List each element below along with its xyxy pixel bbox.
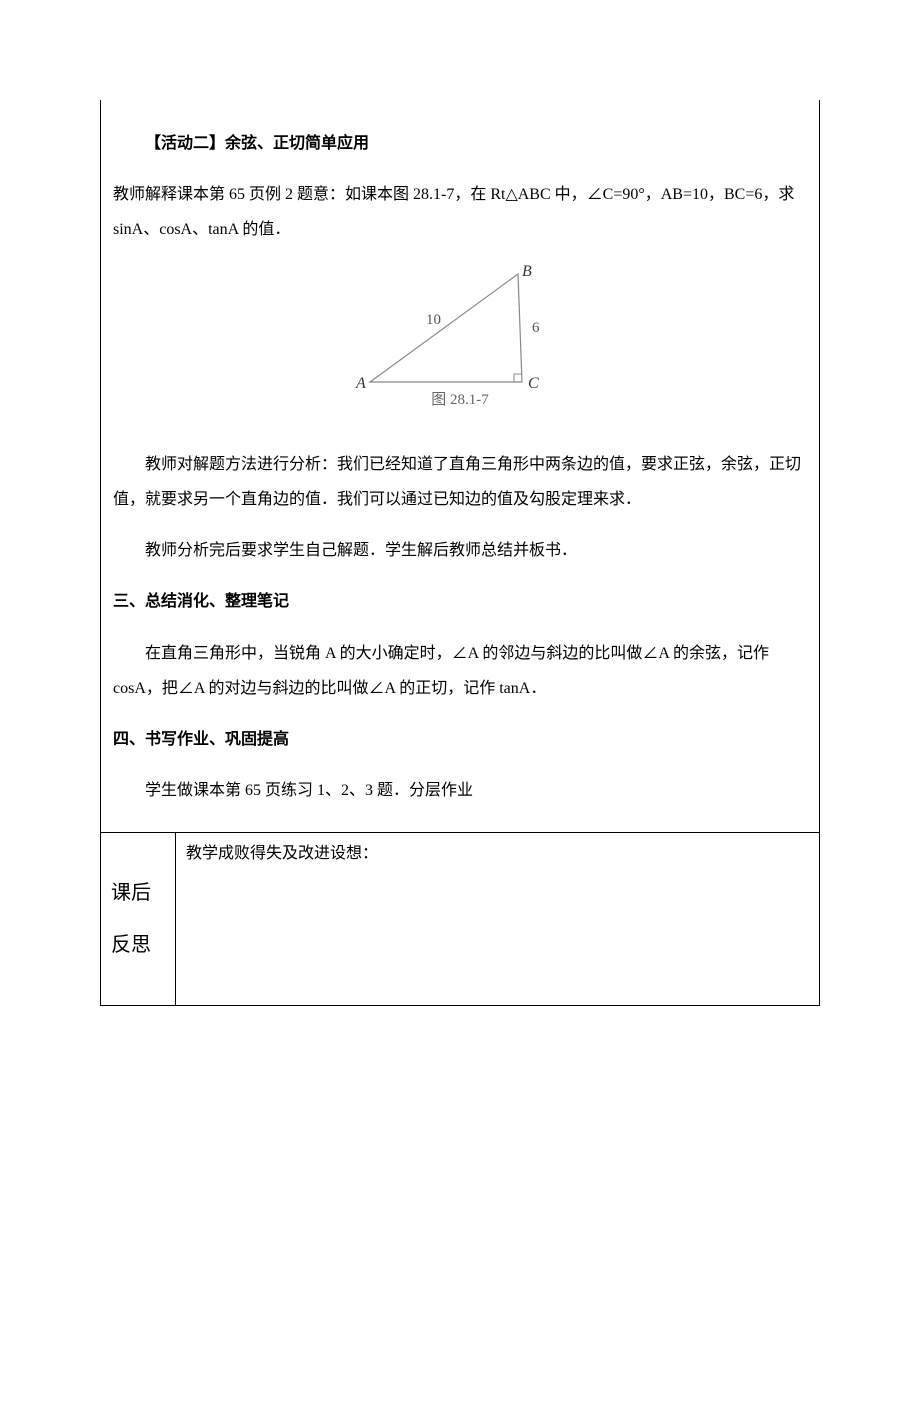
activity2-problem-text: 教师解释课本第 65 页例 2 题意：如课本图 28.1-7，在 Rt△ABC … xyxy=(113,186,794,238)
reflection-left-cell: 课后 反思 xyxy=(101,833,176,1006)
section3-heading: 三、总结消化、整理笔记 xyxy=(113,584,807,619)
analysis-p2-text: 教师分析完后要求学生自己解题．学生解后教师总结并板书． xyxy=(145,542,577,559)
figure-caption: 图 28.1-7 xyxy=(431,391,489,408)
section4-p1-text: 学生做课本第 65 页练习 1、2、3 题．分层作业 xyxy=(145,782,473,799)
section4-heading: 四、书写作业、巩固提高 xyxy=(113,722,807,757)
side-label-ab: 10 xyxy=(426,312,441,328)
right-angle-marker xyxy=(514,374,522,382)
vertex-label-a: A xyxy=(355,375,366,392)
document-frame: 【活动二】余弦、正切简单应用 教师解释课本第 65 页例 2 题意：如课本图 2… xyxy=(100,100,820,1006)
vertex-label-c: C xyxy=(528,375,539,392)
triangle-svg: A B C 10 6 图 28.1-7 xyxy=(350,264,570,414)
analysis-p2: 教师分析完后要求学生自己解题．学生解后教师总结并板书． xyxy=(113,533,807,568)
activity2-problem: 教师解释课本第 65 页例 2 题意：如课本图 28.1-7，在 Rt△ABC … xyxy=(113,177,807,247)
analysis-p1-text: 教师对解题方法进行分析：我们已经知道了直角三角形中两条边的值，要求正弦，余弦，正… xyxy=(113,456,801,508)
analysis-p1: 教师对解题方法进行分析：我们已经知道了直角三角形中两条边的值，要求正弦，余弦，正… xyxy=(113,447,807,517)
section3-p1: 在直角三角形中，当锐角 A 的大小确定时，∠A 的邻边与斜边的比叫做∠A 的余弦… xyxy=(113,636,807,706)
triangle-shape xyxy=(370,274,522,382)
side-label-bc: 6 xyxy=(532,320,540,336)
reflection-left-line2: 反思 xyxy=(111,919,165,971)
activity2-heading: 【活动二】余弦、正切简单应用 xyxy=(113,126,807,161)
main-content: 【活动二】余弦、正切简单应用 教师解释课本第 65 页例 2 题意：如课本图 2… xyxy=(101,100,819,832)
reflection-right-text: 教学成败得失及改进设想： xyxy=(186,845,378,862)
vertex-label-b: B xyxy=(522,264,532,280)
reflection-right-cell: 教学成败得失及改进设想： xyxy=(176,833,820,1006)
reflection-left-line1: 课后 xyxy=(111,867,165,919)
reflection-table: 课后 反思 教学成败得失及改进设想： xyxy=(101,832,819,1005)
section4-p1: 学生做课本第 65 页练习 1、2、3 题．分层作业 xyxy=(113,773,807,808)
section3-p1-text: 在直角三角形中，当锐角 A 的大小确定时，∠A 的邻边与斜边的比叫做∠A 的余弦… xyxy=(113,645,769,697)
figure-triangle: A B C 10 6 图 28.1-7 xyxy=(113,264,807,427)
page: 【活动二】余弦、正切简单应用 教师解释课本第 65 页例 2 题意：如课本图 2… xyxy=(0,100,920,1402)
